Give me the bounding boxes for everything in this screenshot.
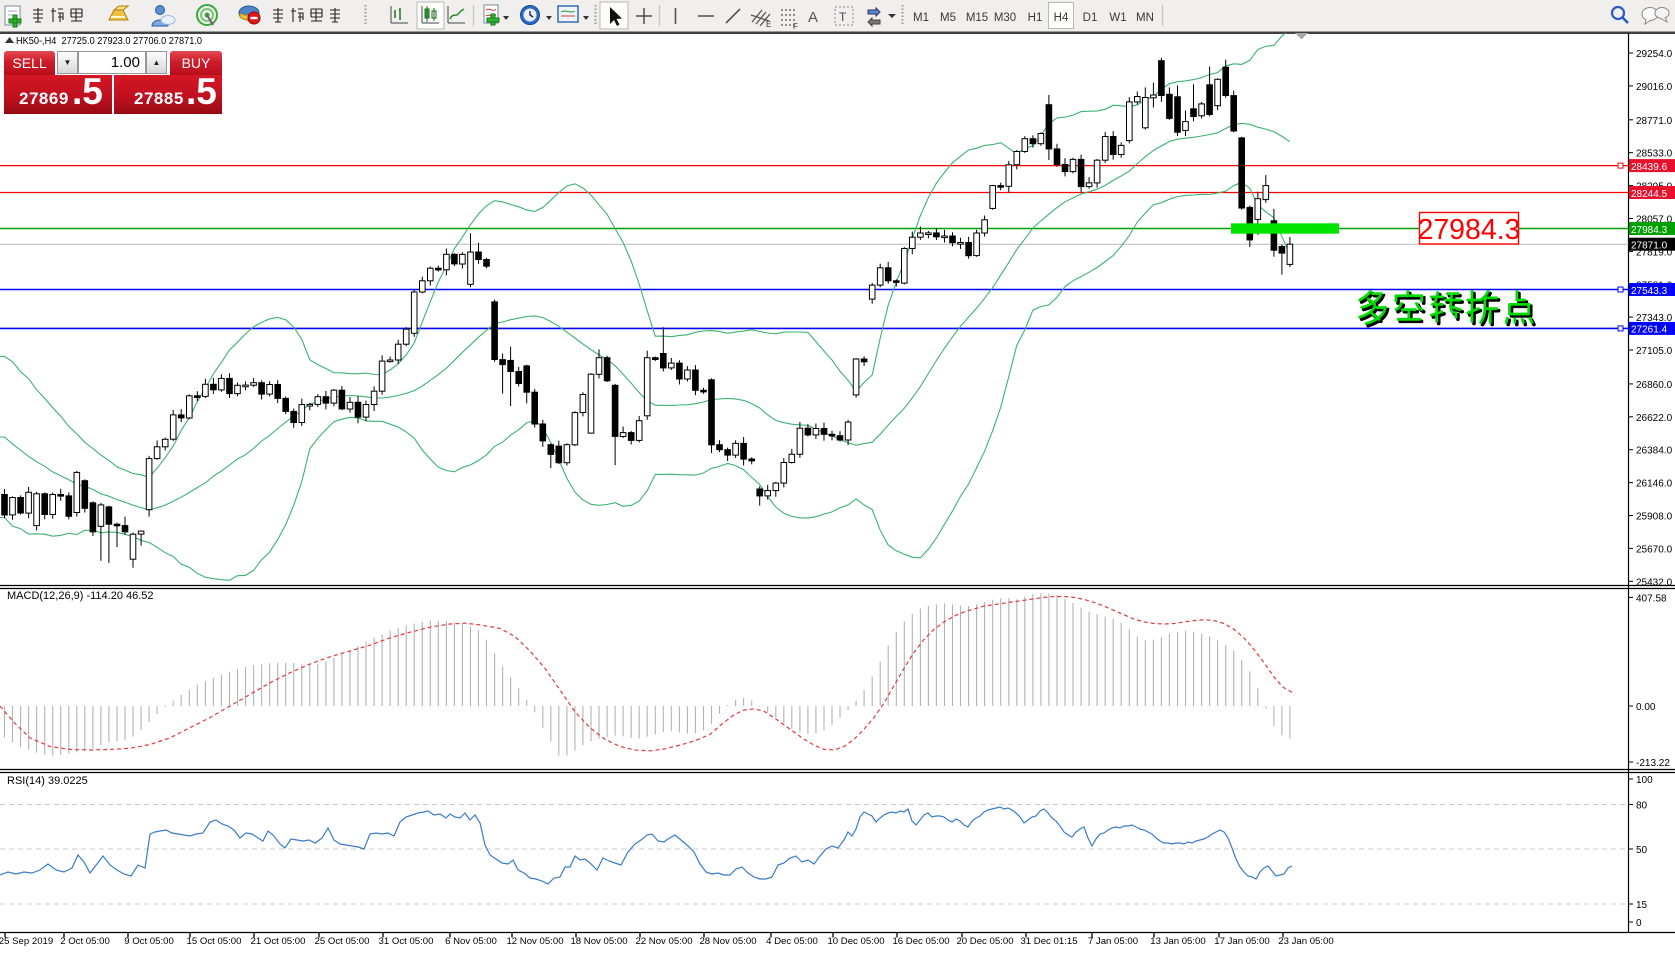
svg-text:31 Dec 01:15: 31 Dec 01:15 (1020, 936, 1077, 947)
svg-text:MN: MN (1136, 12, 1154, 24)
svg-text:28244.5: 28244.5 (1631, 189, 1668, 200)
svg-text:0: 0 (1636, 918, 1642, 929)
svg-text:4 Dec 05:00: 4 Dec 05:00 (766, 936, 818, 947)
svg-text:28771.0: 28771.0 (1636, 116, 1673, 127)
svg-text:26860.0: 26860.0 (1636, 380, 1673, 391)
svg-text:16 Dec 05:00: 16 Dec 05:00 (892, 936, 949, 947)
svg-text:28439.6: 28439.6 (1631, 162, 1668, 173)
svg-text:27261.4: 27261.4 (1631, 325, 1668, 336)
svg-text:25432.0: 25432.0 (1636, 577, 1673, 588)
svg-text:12 Nov 05:00: 12 Nov 05:00 (506, 936, 563, 947)
svg-text:2 Oct 05:00: 2 Oct 05:00 (60, 936, 110, 947)
svg-text:17 Jan 05:00: 17 Jan 05:00 (1214, 936, 1269, 947)
svg-text:18 Nov 05:00: 18 Nov 05:00 (570, 936, 627, 947)
svg-text:20 Dec 05:00: 20 Dec 05:00 (956, 936, 1013, 947)
svg-text:26384.0: 26384.0 (1636, 446, 1673, 457)
svg-text:50: 50 (1636, 845, 1648, 856)
svg-text:HK50-,H4 27725.0 27923.0 2770: HK50-,H4 27725.0 27923.0 27706.0 27871.0 (16, 36, 202, 47)
svg-text:10 Dec 05:00: 10 Dec 05:00 (827, 936, 884, 947)
svg-text:MACD(12,26,9) -114.20 46.52: MACD(12,26,9) -114.20 46.52 (7, 590, 154, 602)
svg-text:27819.0: 27819.0 (1636, 247, 1673, 258)
svg-text:9 Oct 05:00: 9 Oct 05:00 (124, 936, 174, 947)
svg-text:15: 15 (1636, 900, 1648, 911)
svg-text:407.58: 407.58 (1636, 593, 1667, 604)
svg-text:28057.0: 28057.0 (1636, 215, 1673, 226)
svg-text:29254.0: 29254.0 (1636, 49, 1673, 60)
svg-text:F: F (793, 22, 798, 31)
svg-text:28 Nov 05:00: 28 Nov 05:00 (699, 936, 756, 947)
svg-text:E: E (766, 20, 771, 29)
svg-text:27105.0: 27105.0 (1636, 346, 1673, 357)
svg-text:13 Jan 05:00: 13 Jan 05:00 (1150, 936, 1205, 947)
svg-text:T: T (839, 10, 847, 24)
svg-text:27984.3: 27984.3 (1631, 225, 1668, 236)
svg-text:25 Sep 2019: 25 Sep 2019 (0, 936, 53, 947)
svg-text:RSI(14) 39.0225: RSI(14) 39.0225 (7, 775, 88, 787)
svg-text:27871.0: 27871.0 (1631, 241, 1668, 252)
svg-text:0.00: 0.00 (1636, 702, 1656, 713)
svg-text:25908.0: 25908.0 (1636, 512, 1673, 523)
svg-text:D1: D1 (1083, 12, 1098, 24)
svg-text:27984.3: 27984.3 (1417, 214, 1520, 246)
svg-text:31 Oct 05:00: 31 Oct 05:00 (379, 936, 434, 947)
svg-text:28533.0: 28533.0 (1636, 149, 1673, 160)
svg-text:27543.3: 27543.3 (1631, 286, 1668, 297)
svg-text:100: 100 (1636, 775, 1653, 786)
svg-text:80: 80 (1636, 801, 1648, 812)
svg-text:23 Jan 05:00: 23 Jan 05:00 (1278, 936, 1333, 947)
svg-text:21 Oct 05:00: 21 Oct 05:00 (251, 936, 306, 947)
svg-text:M5: M5 (940, 12, 956, 24)
svg-text:29016.0: 29016.0 (1636, 82, 1673, 93)
svg-text:H1: H1 (1028, 12, 1043, 24)
svg-text:M15: M15 (966, 12, 988, 24)
svg-text:H4: H4 (1054, 12, 1069, 24)
svg-text:22 Nov 05:00: 22 Nov 05:00 (635, 936, 692, 947)
svg-text:26146.0: 26146.0 (1636, 479, 1673, 490)
svg-text:26622.0: 26622.0 (1636, 413, 1673, 424)
svg-text:27343.0: 27343.0 (1636, 313, 1673, 324)
svg-text:A: A (808, 9, 818, 26)
svg-text:25 Oct 05:00: 25 Oct 05:00 (315, 936, 370, 947)
svg-text:6 Nov 05:00: 6 Nov 05:00 (445, 936, 497, 947)
svg-text:M30: M30 (994, 12, 1016, 24)
svg-text:W1: W1 (1109, 12, 1126, 24)
svg-text:15 Oct 05:00: 15 Oct 05:00 (187, 936, 242, 947)
svg-text:7 Jan 05:00: 7 Jan 05:00 (1088, 936, 1138, 947)
svg-text:25670.0: 25670.0 (1636, 544, 1673, 555)
svg-text:-213.22: -213.22 (1636, 758, 1670, 769)
svg-text:M1: M1 (913, 12, 929, 24)
